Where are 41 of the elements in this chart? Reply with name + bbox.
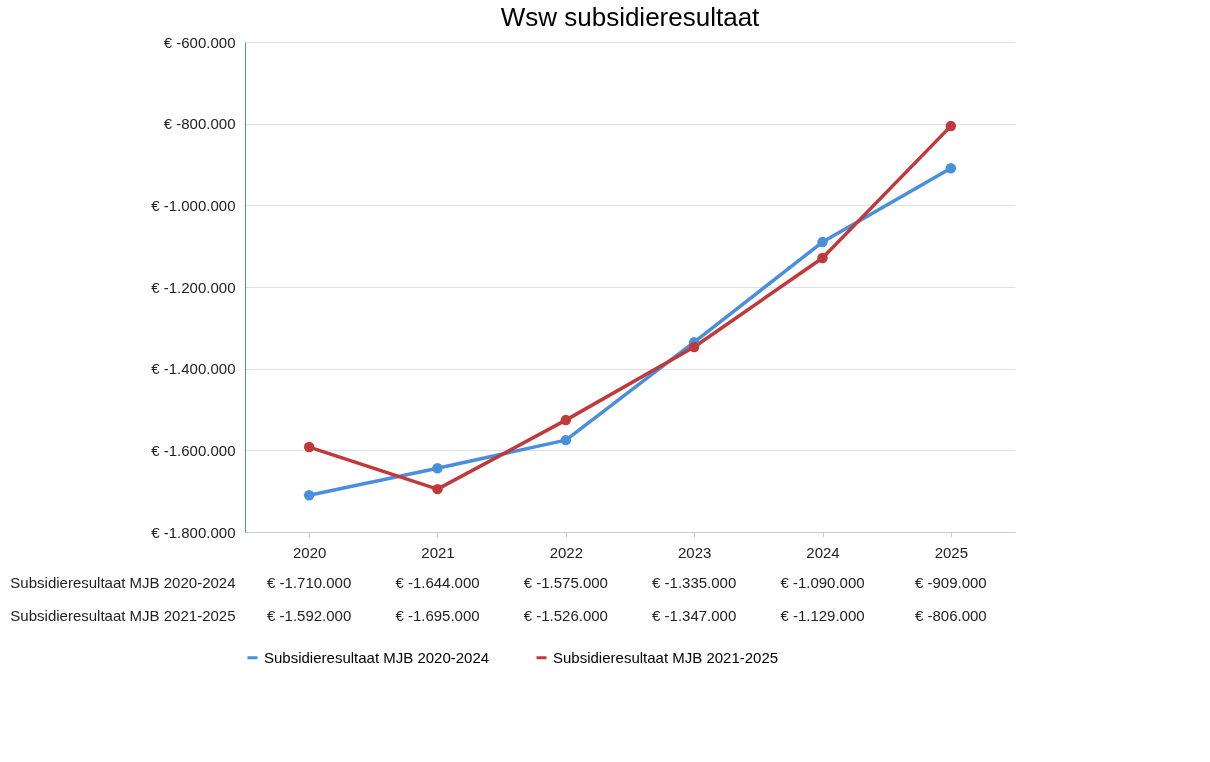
point — [432, 463, 443, 474]
text: Subsidieresultaat MJB 2020-2024 — [10, 574, 236, 591]
legend-label: Subsidieresultaat MJB 2020-2024 — [264, 648, 490, 666]
point — [560, 414, 572, 426]
y-tick-label: € -1.400.000 — [151, 360, 236, 378]
data-label: € -1.526.000 — [523, 606, 608, 624]
legend-label: Subsidieresultaat MJB 2021-2025 — [553, 648, 779, 666]
point — [945, 120, 957, 132]
x-tick-label: 2024 — [806, 543, 840, 561]
x-tick-label: 2023 — [677, 543, 712, 561]
y-tick-label: € -1.000.000 — [151, 196, 236, 214]
data-label: € -1.090.000 — [780, 573, 865, 591]
data-label: € -1.347.000 — [652, 606, 737, 624]
point — [303, 490, 315, 501]
data-label: € -1.335.000 — [652, 573, 737, 591]
data-label: € -1.644.000 — [395, 573, 480, 591]
point — [560, 434, 572, 446]
y-tick-label: € -600.000 — [163, 33, 236, 51]
point — [432, 483, 443, 495]
x-tick-label: 2020 — [292, 543, 327, 561]
y-tick-label: € -1.800.000 — [151, 523, 236, 541]
x-tick-label: 2025 — [934, 543, 969, 561]
x-tick-label: 2022 — [549, 543, 584, 561]
chart-title: Wsw subsidieresultaat — [500, 2, 761, 32]
data-label: € -1.592.000 — [267, 606, 352, 624]
x-tick-label: 2021 — [421, 543, 455, 561]
data-label: € -806.000 — [914, 606, 987, 624]
point — [945, 162, 957, 174]
point — [817, 236, 828, 248]
point — [817, 252, 828, 264]
data-label: € -909.000 — [914, 573, 987, 591]
y-tick-label: € -800.000 — [163, 115, 236, 133]
data-label: € -1.710.000 — [267, 573, 352, 591]
y-tick-label: € -1.600.000 — [151, 441, 236, 459]
point — [303, 441, 315, 453]
data-label: € -1.695.000 — [395, 606, 480, 624]
text: Subsidieresultaat MJB 2021-2025 — [10, 607, 236, 624]
y-tick-label: € -1.200.000 — [151, 278, 236, 296]
point — [688, 341, 700, 353]
data-label: € -1.129.000 — [780, 606, 865, 624]
data-label: € -1.575.000 — [523, 573, 608, 591]
